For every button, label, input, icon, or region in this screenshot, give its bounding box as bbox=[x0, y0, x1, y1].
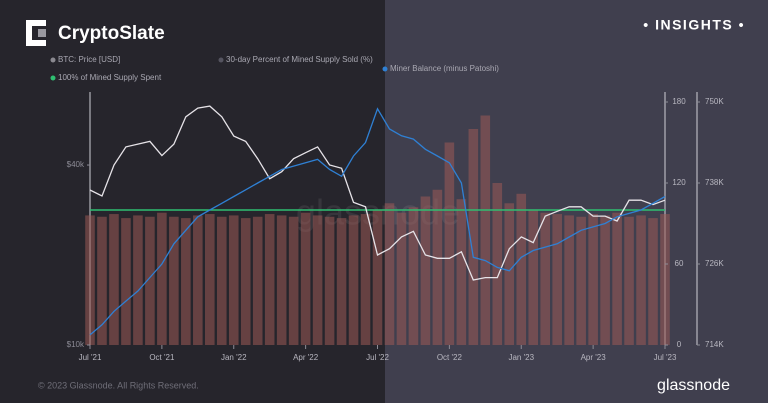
bar bbox=[384, 203, 395, 345]
bar bbox=[348, 215, 359, 345]
y-tick-label: $40k bbox=[67, 160, 85, 169]
bar bbox=[612, 212, 622, 345]
x-tick-label: Jan '22 bbox=[221, 353, 247, 362]
bar bbox=[252, 216, 263, 345]
bar bbox=[444, 142, 455, 345]
brand: glassnode bbox=[657, 377, 730, 394]
bar bbox=[288, 216, 299, 345]
legend-marker bbox=[218, 57, 224, 63]
bar bbox=[109, 214, 119, 345]
bar bbox=[169, 216, 179, 345]
bar bbox=[624, 216, 634, 345]
bar bbox=[145, 216, 155, 345]
bar bbox=[540, 212, 550, 345]
y3-tick-label: 726K bbox=[705, 259, 724, 268]
bar bbox=[300, 212, 311, 345]
bar bbox=[97, 216, 107, 345]
bar bbox=[492, 183, 503, 345]
x-tick-label: Jan '23 bbox=[508, 353, 534, 362]
bar bbox=[588, 214, 598, 345]
logo-icon bbox=[26, 20, 46, 46]
legend-label: 100% of Mined Supply Spent bbox=[58, 73, 162, 82]
legend-marker bbox=[382, 66, 388, 72]
bar bbox=[636, 215, 646, 345]
x-tick-label: Jul '21 bbox=[79, 353, 102, 362]
y2-tick-label: 120 bbox=[672, 178, 686, 187]
x-tick-label: Apr '22 bbox=[293, 353, 319, 362]
bar bbox=[121, 218, 131, 345]
bar bbox=[600, 215, 610, 345]
legend-label: BTC: Price [USD] bbox=[58, 55, 120, 64]
bar bbox=[408, 207, 419, 345]
bar bbox=[205, 214, 215, 345]
legend-label: 30-day Percent of Mined Supply Sold (%) bbox=[226, 55, 373, 64]
insights-badge: • INSIGHTS • bbox=[643, 17, 745, 33]
bar bbox=[312, 215, 323, 345]
bar bbox=[85, 215, 95, 345]
bar bbox=[648, 218, 658, 345]
y2-tick-label: 0 bbox=[677, 340, 682, 349]
x-tick-label: Apr '23 bbox=[581, 353, 607, 362]
bar bbox=[480, 115, 491, 345]
series-line bbox=[89, 107, 666, 336]
bar bbox=[432, 189, 443, 345]
y2-tick-label: 60 bbox=[675, 259, 684, 268]
bar bbox=[516, 193, 527, 345]
bar bbox=[456, 199, 467, 345]
y3-tick-label: 750K bbox=[705, 97, 724, 106]
bar bbox=[360, 214, 371, 345]
bar bbox=[468, 129, 479, 345]
bar bbox=[276, 215, 287, 345]
bar bbox=[504, 203, 515, 345]
x-tick-label: Jul '22 bbox=[366, 353, 389, 362]
x-tick-label: Oct '21 bbox=[149, 353, 175, 362]
bar bbox=[420, 196, 431, 345]
y-tick-label: $10k bbox=[67, 340, 85, 349]
bar bbox=[564, 215, 574, 345]
legend-label: Miner Balance (minus Patoshi) bbox=[390, 64, 499, 73]
bar bbox=[396, 212, 407, 345]
bar bbox=[181, 218, 191, 345]
bar bbox=[193, 215, 203, 345]
bar bbox=[216, 216, 227, 345]
bar bbox=[336, 218, 347, 345]
legend-marker bbox=[50, 75, 56, 81]
bar bbox=[324, 216, 335, 345]
y3-tick-label: 714K bbox=[705, 340, 724, 349]
bar bbox=[133, 215, 143, 345]
bar bbox=[240, 218, 251, 345]
logo-text: CryptoSlate bbox=[58, 23, 165, 44]
bar bbox=[264, 214, 275, 345]
bar bbox=[576, 216, 586, 345]
series-line bbox=[89, 105, 666, 281]
x-tick-label: Oct '22 bbox=[437, 353, 463, 362]
bar bbox=[552, 214, 562, 345]
bar bbox=[157, 212, 167, 345]
bar bbox=[660, 214, 670, 345]
legend-marker bbox=[50, 57, 56, 63]
bar bbox=[228, 215, 239, 345]
x-tick-label: Jul '23 bbox=[654, 353, 677, 362]
bar bbox=[528, 210, 539, 345]
y2-tick-label: 180 bbox=[672, 97, 686, 106]
y3-tick-label: 738K bbox=[705, 178, 724, 187]
bar bbox=[372, 210, 383, 345]
copyright: © 2023 Glassnode. All Rights Reserved. bbox=[38, 380, 199, 390]
